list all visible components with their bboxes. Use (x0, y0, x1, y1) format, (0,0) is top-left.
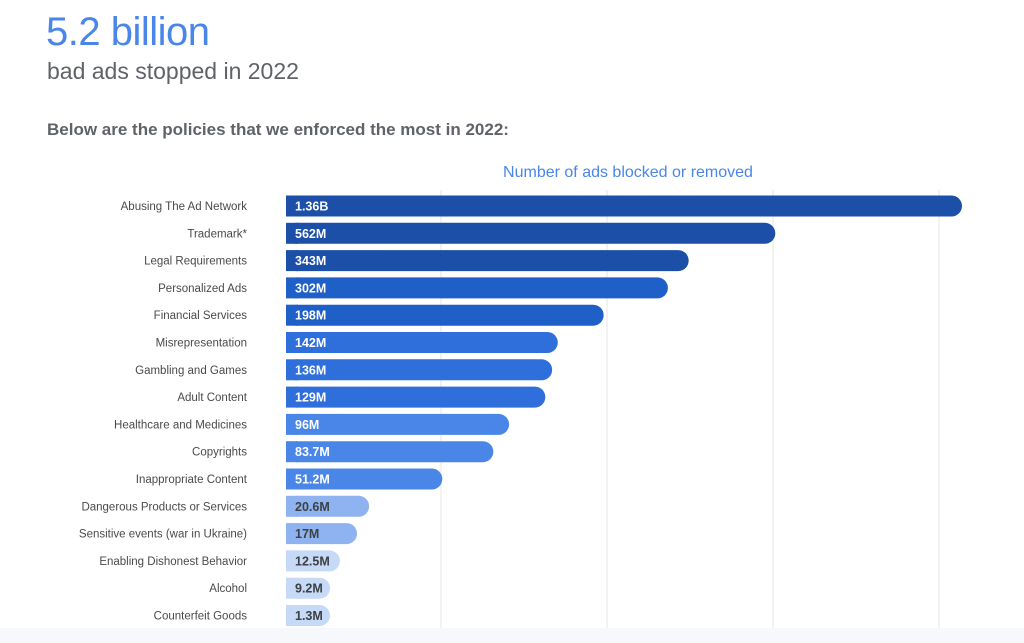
bar-value-label: 83.7M (295, 445, 330, 459)
subheadline: bad ads stopped in 2022 (47, 58, 299, 84)
category-label: Adult Content (177, 392, 247, 404)
bar-left-edge (286, 523, 298, 545)
bar-value-label: 198M (295, 309, 326, 323)
bar-value-label: 1.36B (295, 200, 328, 214)
bar-chart: 1.36B 562M 343M 302M 198M 142M 136M 129M 96M 83.7… (79, 190, 962, 628)
bar (286, 495, 370, 517)
bar-left-edge (286, 495, 298, 517)
category-label: Abusing The Ad Network (121, 201, 248, 213)
bar (286, 277, 668, 299)
bar-left-edge (286, 577, 298, 599)
bar-left-edge (286, 386, 298, 408)
bar-value-label: 51.2M (295, 473, 330, 487)
bar-left-edge (286, 250, 298, 272)
category-label: Personalized Ads (158, 283, 247, 295)
bar (286, 550, 340, 572)
chart-title: Number of ads blocked or removed (503, 164, 753, 181)
bar-left-edge (286, 222, 298, 244)
category-label: Trademark* (187, 228, 247, 240)
bar-value-label: 17M (295, 527, 319, 541)
footer-strip (0, 628, 1024, 643)
bar-value-label: 562M (295, 227, 326, 241)
bar (286, 359, 553, 381)
category-label: Misrepresentation (156, 338, 247, 350)
category-label: Healthcare and Medicines (114, 419, 247, 431)
bar (286, 523, 358, 545)
bar-value-label: 142M (295, 336, 326, 350)
bar-value-label: 9.2M (295, 582, 323, 596)
category-label: Gambling and Games (135, 365, 247, 377)
bar-left-edge (286, 550, 298, 572)
category-label: Legal Requirements (144, 256, 247, 268)
category-label: Dangerous Products or Services (81, 501, 247, 513)
bar (286, 304, 604, 326)
bar-left-edge (286, 332, 298, 353)
bar-value-label: 136M (295, 363, 326, 377)
category-labels: Abusing The Ad Network Trademark* Legal Re… (79, 201, 248, 623)
category-label: Sensitive events (war in Ukraine) (79, 529, 247, 541)
bar (286, 332, 558, 353)
category-label: Inappropriate Content (136, 474, 248, 486)
bar-left-edge (286, 605, 298, 626)
headline: 5.2 billion (46, 10, 210, 54)
bar-left-edge (286, 413, 298, 435)
bar-value-label: 96M (295, 418, 319, 432)
bar (286, 413, 510, 435)
bar (286, 222, 776, 244)
bar-left-edge (286, 359, 298, 381)
category-label: Counterfeit Goods (154, 611, 248, 623)
bar-left-edge (286, 441, 298, 463)
bar-value-label: 302M (295, 281, 326, 295)
bar-left-edge (286, 277, 298, 299)
bar-value-label: 20.6M (295, 500, 330, 514)
bar (286, 468, 443, 490)
category-label: Enabling Dishonest Behavior (99, 556, 247, 568)
bar-value-label: 129M (295, 391, 326, 405)
bar (286, 386, 546, 408)
bar (286, 195, 962, 217)
intro-text: Below are the policies that we enforced … (47, 120, 509, 139)
bar-value-label: 12.5M (295, 554, 330, 568)
bar-left-edge (286, 468, 298, 490)
category-label: Copyrights (192, 447, 247, 459)
bar (286, 441, 494, 463)
bar-left-edge (286, 195, 298, 217)
bar-left-edge (286, 304, 298, 326)
bar-value-label: 343M (295, 254, 326, 268)
bar (286, 250, 689, 272)
bar-value-label: 1.3M (295, 609, 323, 623)
category-label: Alcohol (209, 583, 247, 595)
bars: 1.36B 562M 343M 302M 198M 142M 136M 129M 96M 83.7… (286, 195, 962, 626)
category-label: Financial Services (154, 310, 248, 322)
